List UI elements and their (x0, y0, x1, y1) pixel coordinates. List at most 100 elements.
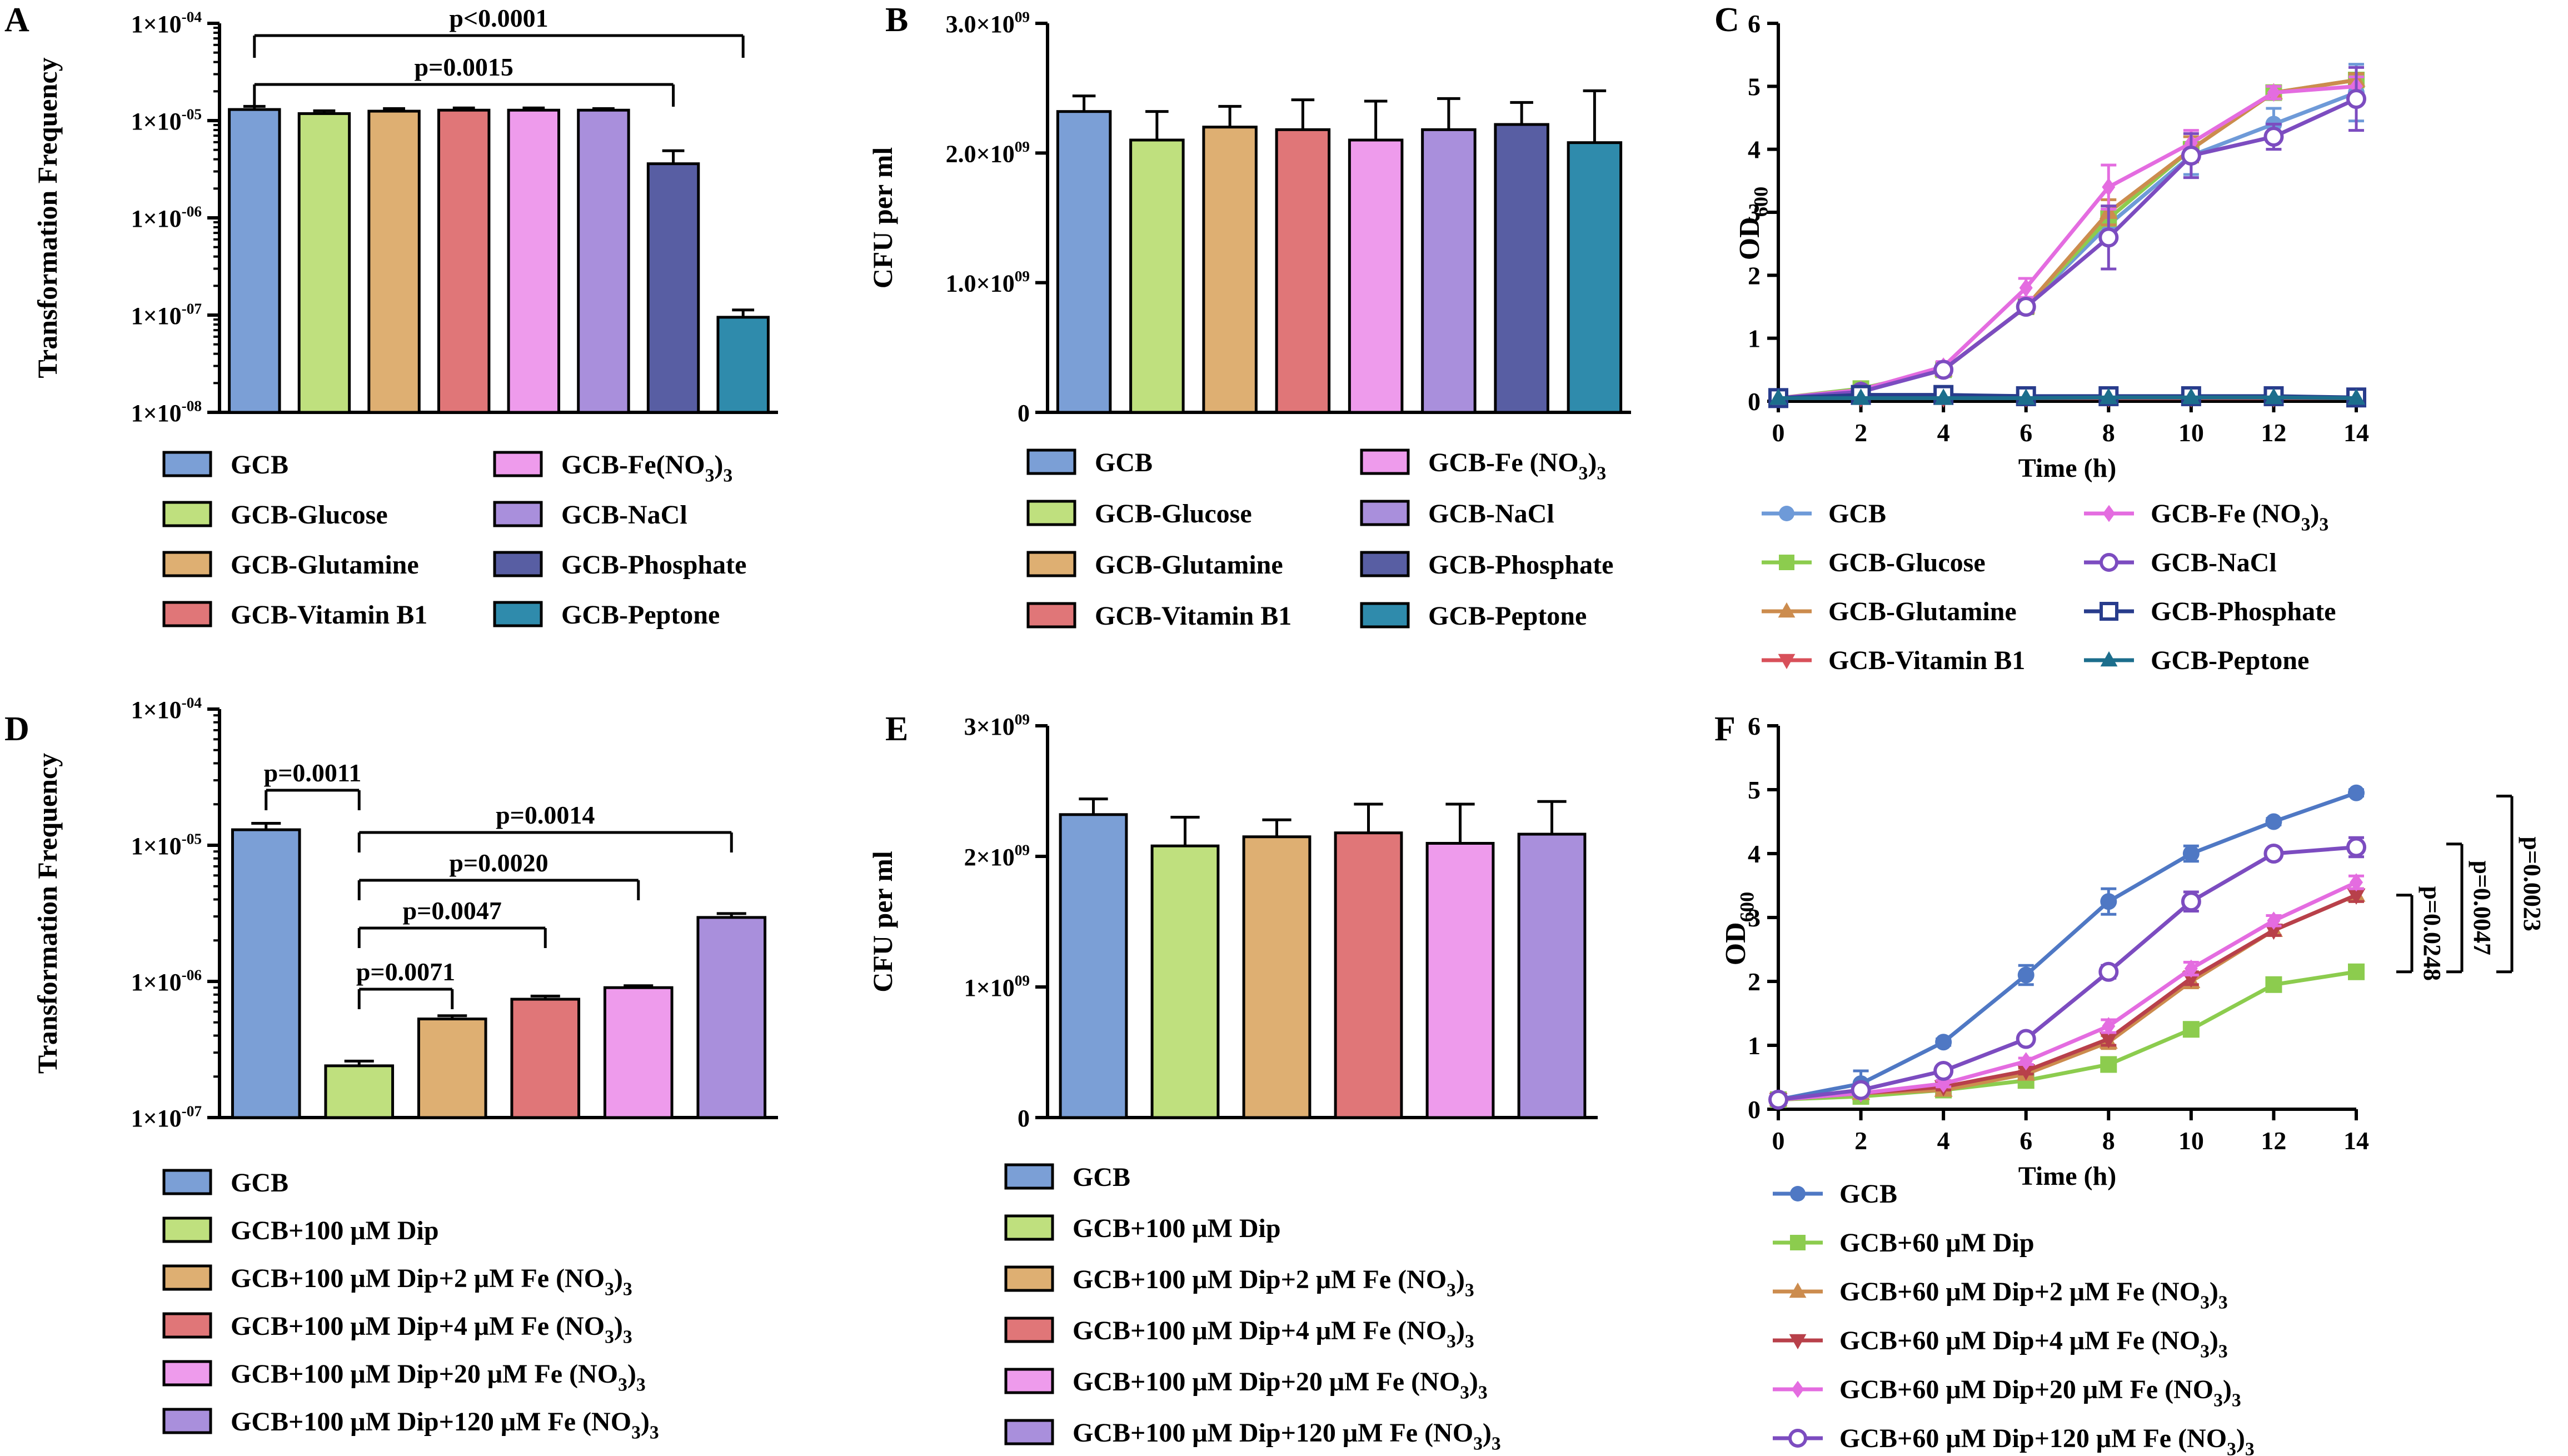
bar (507, 108, 561, 414)
legend-item: GCB-Glucose (1026, 499, 1252, 528)
legend-swatch (1004, 1368, 1054, 1394)
marker (2102, 178, 2116, 197)
legend-swatch (1026, 448, 1076, 475)
legend-item: GCB+60 μM Dip+4 μM Fe (NO3)3 (1773, 1326, 2228, 1362)
legend-label: GCB-NaCl (561, 500, 687, 530)
marker (2100, 893, 2117, 910)
legend-label: GCB-Phosphate (561, 550, 746, 580)
bar (1242, 835, 1312, 1119)
legend-label: GCB-Peptone (561, 600, 720, 630)
p-value-label: p<0.0001 (449, 4, 548, 32)
legend-swatch (162, 1169, 212, 1195)
y-tick-label: 1×10-07 (131, 301, 202, 330)
y-tick-label: 1×10-06 (131, 203, 202, 232)
significance-bracket: p<0.0001 (253, 4, 745, 58)
marker (1779, 555, 1794, 570)
marker (1778, 602, 1796, 618)
marker (1788, 1429, 1807, 1448)
legend-swatch (1026, 551, 1076, 577)
y-tick-label: 0 (1018, 1105, 1030, 1132)
legend-item: GCB-Vitamin B1 (162, 600, 427, 630)
y-tick-label: 1×10-05 (131, 831, 202, 860)
panel-E: E 0 1×1009 2×1009 3×1009 CFU per ml GCB GCB+100… (867, 710, 1598, 1454)
series-line (1778, 880, 2357, 1102)
marker (1935, 1034, 1952, 1051)
legend-label: GCB (1828, 499, 1886, 528)
panel-B: B 0 1.0×1009 2.0×1009 3.0×1009 CFU per ml GCB G… (867, 1, 1631, 631)
legend-swatch (162, 551, 212, 577)
legend-swatch (162, 1264, 212, 1291)
legend-label: GCB+100 μM Dip+20 μM Fe (NO3)3 (1073, 1367, 1488, 1403)
legend-label: GCB (1095, 448, 1153, 477)
series (1769, 387, 2366, 405)
p-value-label: p=0.0248 (2419, 886, 2446, 981)
marker (2182, 845, 2200, 862)
bar (510, 998, 581, 1119)
legend-item: GCB+100 μM Dip (162, 1216, 439, 1245)
marker (1791, 1380, 1804, 1398)
bar (716, 316, 770, 414)
marker (2100, 1056, 2117, 1073)
legend-item: GCB-NaCl (2084, 548, 2277, 577)
x-tick-label: 8 (2102, 418, 2115, 447)
marker (1779, 506, 1794, 521)
bar (1059, 813, 1128, 1119)
legend-swatch (162, 601, 212, 627)
y-tick-label: 0 (1748, 387, 1761, 416)
marker (1851, 1080, 1871, 1100)
significance-bracket: p=0.0248 (2396, 886, 2446, 981)
bar (417, 1018, 487, 1119)
x-tick-label: 2 (1854, 418, 1867, 447)
marker (1790, 1186, 1806, 1201)
y-tick-label: 3×1009 (964, 711, 1030, 740)
marker (2263, 127, 2284, 147)
marker (2098, 961, 2119, 982)
legend-item: GCB-Glucose (1762, 548, 1986, 577)
legend-item: GCB+60 μM Dip+120 μM Fe (NO3)3 (1773, 1424, 2255, 1456)
legend-swatch (1360, 448, 1410, 475)
significance-bracket: p=0.0071 (356, 958, 455, 1009)
y-tick-label: 3 (1748, 904, 1761, 932)
legend-item: GCB-Phosphate (493, 550, 746, 580)
legend-swatch (1360, 551, 1410, 577)
legend-label: GCB+100 μM Dip+2 μM Fe (NO3)3 (231, 1264, 632, 1299)
y-tick-label: 1×10-04 (131, 695, 202, 724)
legend-label: GCB-Fe(NO3)3 (561, 450, 732, 486)
y-tick-label: 1×10-04 (131, 9, 202, 38)
bar (437, 108, 491, 414)
marker (2017, 1064, 2036, 1081)
marker (2181, 146, 2201, 166)
y-tick-label: 5 (1748, 776, 1761, 804)
legend-item: GCB+60 μM Dip+20 μM Fe (NO3)3 (1773, 1375, 2241, 1410)
x-tick-label: 6 (2020, 1126, 2032, 1155)
legend-label: GCB-Glucose (231, 500, 388, 530)
legend-swatch (162, 1360, 212, 1387)
legend-swatch (1026, 500, 1076, 526)
marker (2264, 924, 2283, 940)
marker (2098, 227, 2119, 248)
y-tick-label: 6 (1748, 9, 1761, 38)
legend-item: GCB-Peptone (1360, 601, 1587, 631)
legend-label: GCB+100 μM Dip (1073, 1214, 1281, 1243)
x-tick-label: 10 (2178, 418, 2204, 447)
legend-label: GCB+100 μM Dip+120 μM Fe (NO3)3 (1073, 1418, 1501, 1454)
y-tick-label: 2×1009 (964, 842, 1030, 871)
series-line (1778, 970, 2357, 1102)
marker (1852, 388, 1871, 405)
bar (603, 986, 674, 1119)
y-tick-label: 4 (1748, 136, 1761, 164)
significance-bracket: p=0.0023 (2496, 795, 2546, 974)
significance-bracket: p=0.0011 (264, 759, 361, 810)
legend-label: GCB (1073, 1163, 1130, 1192)
marker (2099, 387, 2118, 405)
legend-item: GCB+100 μM Dip+20 μM Fe (NO3)3 (162, 1359, 646, 1395)
p-value-label: p=0.0023 (2519, 836, 2546, 931)
legend-item: GCB-Fe (NO3)3 (2084, 499, 2328, 535)
series-line (1778, 395, 2357, 400)
marker (2016, 1029, 2036, 1049)
significance-bracket: p=0.0020 (357, 849, 640, 900)
legend-item: GCB (1026, 448, 1153, 477)
legend-label: GCB-Phosphate (1428, 550, 1613, 580)
marker (2265, 976, 2282, 993)
